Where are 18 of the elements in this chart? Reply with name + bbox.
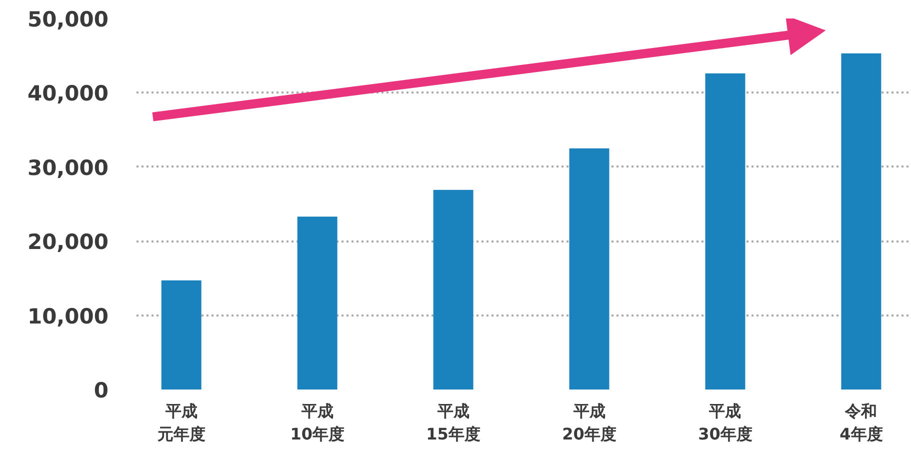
x-tick-label: 平成15年度 [426,402,480,444]
x-tick-label: 平成30年度 [698,402,752,444]
x-tick-label: 令和4年度 [840,402,883,444]
bar [841,53,882,390]
bar [569,148,610,390]
bar [297,216,338,390]
y-tick-label: 50,000 [27,8,109,32]
y-tick-label: 20,000 [27,230,109,254]
bar [433,190,474,390]
y-tick-label: 40,000 [27,82,109,106]
x-tick-label: 平成10年度 [290,402,344,444]
x-tick-label: 平成20年度 [562,402,616,444]
y-tick-label: 0 [94,378,109,402]
bar [705,73,746,390]
bar [161,280,202,390]
y-tick-label: 10,000 [27,304,109,328]
x-tick-label: 平成元年度 [156,402,206,444]
y-tick-label: 30,000 [27,156,109,180]
